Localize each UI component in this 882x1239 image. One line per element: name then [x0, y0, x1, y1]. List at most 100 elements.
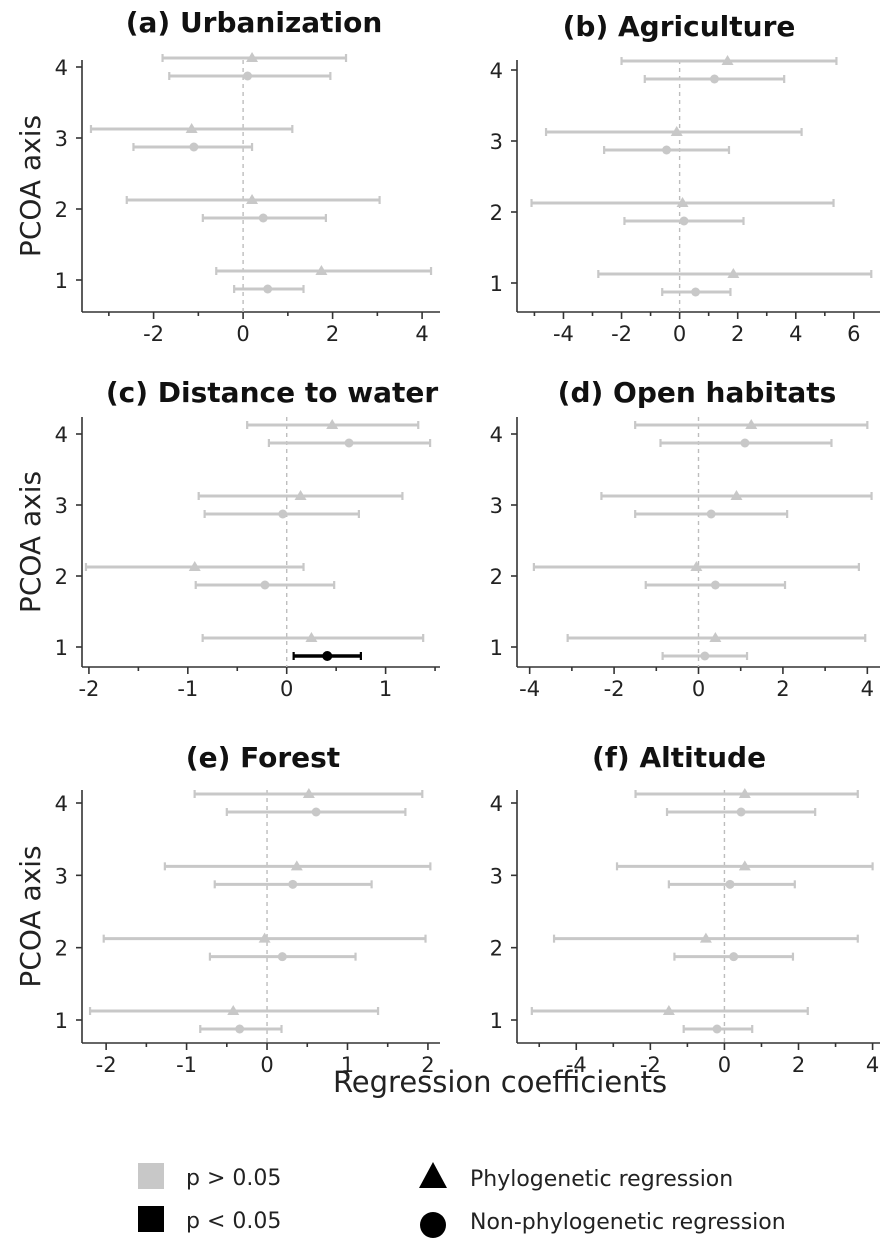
y-axis-title: PCOA axis — [14, 471, 47, 613]
x-tick-label: -1 — [177, 677, 198, 701]
x-tick-label: -4 — [566, 1053, 587, 1077]
y-tick-label: 3 — [490, 494, 503, 518]
x-tick-label: -2 — [611, 322, 632, 346]
x-tick-label: 6 — [847, 322, 860, 346]
x-tick-label: 1 — [341, 1053, 354, 1077]
estimate-circle-marker — [243, 71, 253, 81]
x-tick-label: 2 — [731, 322, 744, 346]
estimate-circle-marker — [662, 145, 672, 155]
x-tick-label: -2 — [96, 1053, 117, 1077]
estimate-triangle-marker — [690, 561, 703, 571]
y-axis-title: PCOA axis — [14, 115, 47, 257]
x-tick-label: -4 — [553, 322, 574, 346]
x-tick-label: 4 — [415, 322, 428, 346]
x-tick-label: 0 — [236, 322, 249, 346]
x-tick-label: -1 — [176, 1053, 197, 1077]
y-tick-label: 4 — [490, 792, 503, 816]
estimate-circle-marker — [712, 1024, 722, 1034]
panel-6: (f) Altitude 1 2 3 4 -4 -2 0 2 4 — [490, 741, 880, 1077]
estimate-triangle-marker — [721, 55, 734, 65]
y-tick-label: 2 — [55, 937, 68, 961]
estimate-triangle-marker — [302, 788, 315, 798]
legend-label-significant: p < 0.05 — [186, 1209, 281, 1234]
estimate-triangle-marker — [315, 265, 328, 275]
legend: p > 0.05 p < 0.05 Phylogenetic regressio… — [138, 1162, 786, 1238]
panel-2: (b) Agriculture 1 2 3 4 -4 -2 0 2 4 6 — [490, 10, 880, 346]
x-tick-label: 4 — [789, 322, 802, 346]
x-tick-label: 2 — [776, 677, 789, 701]
estimate-circle-marker — [740, 438, 750, 448]
estimate-circle-marker — [710, 580, 720, 590]
estimate-triangle-marker — [294, 490, 307, 500]
estimate-triangle-marker — [670, 126, 683, 136]
x-tick-label: 0 — [260, 1053, 273, 1077]
y-tick-label: 4 — [490, 59, 503, 83]
x-tick-label: 4 — [861, 677, 874, 701]
panel-title: (d) Open habitats — [558, 376, 837, 409]
y-tick-label: 4 — [55, 56, 68, 80]
estimate-triangle-marker — [290, 860, 303, 871]
estimate-triangle-marker — [188, 561, 201, 571]
estimate-triangle-marker — [305, 632, 318, 642]
y-axis-title: PCOA axis — [14, 845, 47, 987]
estimate-circle-marker — [706, 509, 716, 519]
y-tick-label: 1 — [55, 269, 68, 293]
y-tick-label: 3 — [55, 127, 68, 151]
estimate-triangle-marker — [727, 268, 740, 278]
y-tick-label: 1 — [490, 636, 503, 660]
x-tick-label: 0 — [692, 677, 705, 701]
y-tick-label: 1 — [490, 1009, 503, 1033]
estimate-circle-marker — [725, 879, 735, 889]
estimate-circle-marker — [344, 438, 354, 448]
y-tick-label: 1 — [55, 636, 68, 660]
estimate-triangle-marker — [246, 52, 259, 62]
estimate-triangle-marker — [258, 932, 271, 943]
panel-title: (c) Distance to water — [106, 376, 439, 409]
y-tick-label: 3 — [490, 864, 503, 888]
legend-swatch-nonsignificant — [138, 1163, 164, 1189]
x-tick-label: 2 — [792, 1053, 805, 1077]
estimate-triangle-marker — [246, 194, 259, 204]
x-tick-label: 0 — [280, 677, 293, 701]
y-tick-label: 2 — [490, 565, 503, 589]
y-tick-label: 4 — [55, 792, 68, 816]
panel-title: (a) Urbanization — [126, 6, 383, 39]
panel-5: (e) Forest PCOA axis 1 2 3 4 -2 -1 0 1 2 — [14, 741, 440, 1077]
y-tick-label: 3 — [55, 864, 68, 888]
x-tick-label: 0 — [673, 322, 686, 346]
legend-triangle-icon — [419, 1162, 447, 1188]
y-tick-label: 2 — [55, 565, 68, 589]
estimate-circle-marker — [258, 213, 268, 223]
estimate-triangle-marker — [738, 860, 751, 871]
estimate-circle-marker — [311, 807, 321, 817]
y-tick-label: 4 — [490, 423, 503, 447]
y-tick-label: 2 — [490, 937, 503, 961]
x-tick-label: -2 — [604, 677, 625, 701]
estimate-circle-marker — [679, 216, 689, 226]
estimate-triangle-marker — [326, 419, 339, 429]
y-tick-label: 4 — [55, 423, 68, 447]
estimate-triangle-marker — [185, 123, 198, 133]
estimate-triangle-marker — [699, 932, 712, 943]
estimate-circle-marker — [189, 142, 199, 152]
legend-swatch-significant — [138, 1206, 164, 1232]
estimate-circle-marker — [288, 879, 298, 889]
estimate-triangle-marker — [738, 788, 751, 798]
x-tick-label: 1 — [379, 677, 392, 701]
estimate-circle-marker — [278, 509, 288, 519]
estimate-circle-marker — [322, 651, 333, 661]
y-tick-label: 1 — [490, 272, 503, 296]
estimate-circle-marker — [700, 651, 710, 661]
estimate-circle-marker — [736, 807, 746, 817]
x-tick-label: 2 — [421, 1053, 434, 1077]
legend-label-nonsignificant: p > 0.05 — [186, 1166, 281, 1191]
estimate-circle-marker — [260, 580, 270, 590]
y-tick-label: 2 — [55, 198, 68, 222]
estimate-triangle-marker — [227, 1005, 240, 1015]
x-tick-label: 4 — [866, 1053, 879, 1077]
x-tick-label: -2 — [640, 1053, 661, 1077]
estimate-circle-marker — [709, 74, 719, 84]
panel-title: (f) Altitude — [592, 741, 766, 774]
